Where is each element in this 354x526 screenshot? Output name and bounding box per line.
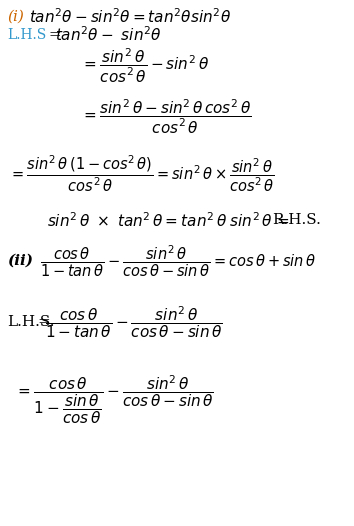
Text: L.H.S.: L.H.S. [7,315,55,329]
Text: L.H.S: L.H.S [7,28,47,42]
Text: R.H.S.: R.H.S. [273,214,321,227]
Text: $= \dfrac{sin^2\,\theta - sin^2\,\theta\,cos^2\,\theta}{cos^2\,\theta}$: $= \dfrac{sin^2\,\theta - sin^2\,\theta\… [81,98,252,136]
Text: $\dfrac{cos\,\theta}{1-tan\,\theta} - \dfrac{sin^2\,\theta}{cos\,\theta-sin\,\th: $\dfrac{cos\,\theta}{1-tan\,\theta} - \d… [45,304,223,340]
Text: =: = [44,28,66,42]
Text: $= \dfrac{cos\,\theta}{1 - \dfrac{sin\,\theta}{cos\,\theta}} - \dfrac{sin^2\,\th: $= \dfrac{cos\,\theta}{1 - \dfrac{sin\,\… [15,374,214,426]
Text: $= \dfrac{sin^2\,\theta\,(1-cos^2\,\theta)}{cos^2\,\theta} = sin^2\,\theta \time: $= \dfrac{sin^2\,\theta\,(1-cos^2\,\thet… [9,153,275,194]
Text: $= \dfrac{sin^2\,\theta}{cos^2\,\theta} - sin^2\,\theta$: $= \dfrac{sin^2\,\theta}{cos^2\,\theta} … [81,47,209,85]
Text: $\mathit{tan^2\theta} -\ \mathit{sin^2\theta}$: $\mathit{tan^2\theta} -\ \mathit{sin^2\t… [55,26,161,44]
Text: =: = [37,315,50,329]
Text: $sin^2\,\theta\ \times\ tan^2\,\theta = tan^2\,\theta\;sin^2\,\theta\,=\,$: $sin^2\,\theta\ \times\ tan^2\,\theta = … [47,211,290,230]
Text: $\dfrac{cos\,\theta}{1-tan\,\theta} - \dfrac{sin^2\,\theta}{cos\,\theta-sin\,\th: $\dfrac{cos\,\theta}{1-tan\,\theta} - \d… [40,244,316,279]
Text: $\mathit{tan^2\theta} - \mathit{sin^2\theta} = \mathit{tan^2\theta} \mathit{sin^: $\mathit{tan^2\theta} - \mathit{sin^2\th… [29,7,232,26]
Text: (ii): (ii) [7,254,34,268]
Text: (i): (i) [7,10,24,24]
